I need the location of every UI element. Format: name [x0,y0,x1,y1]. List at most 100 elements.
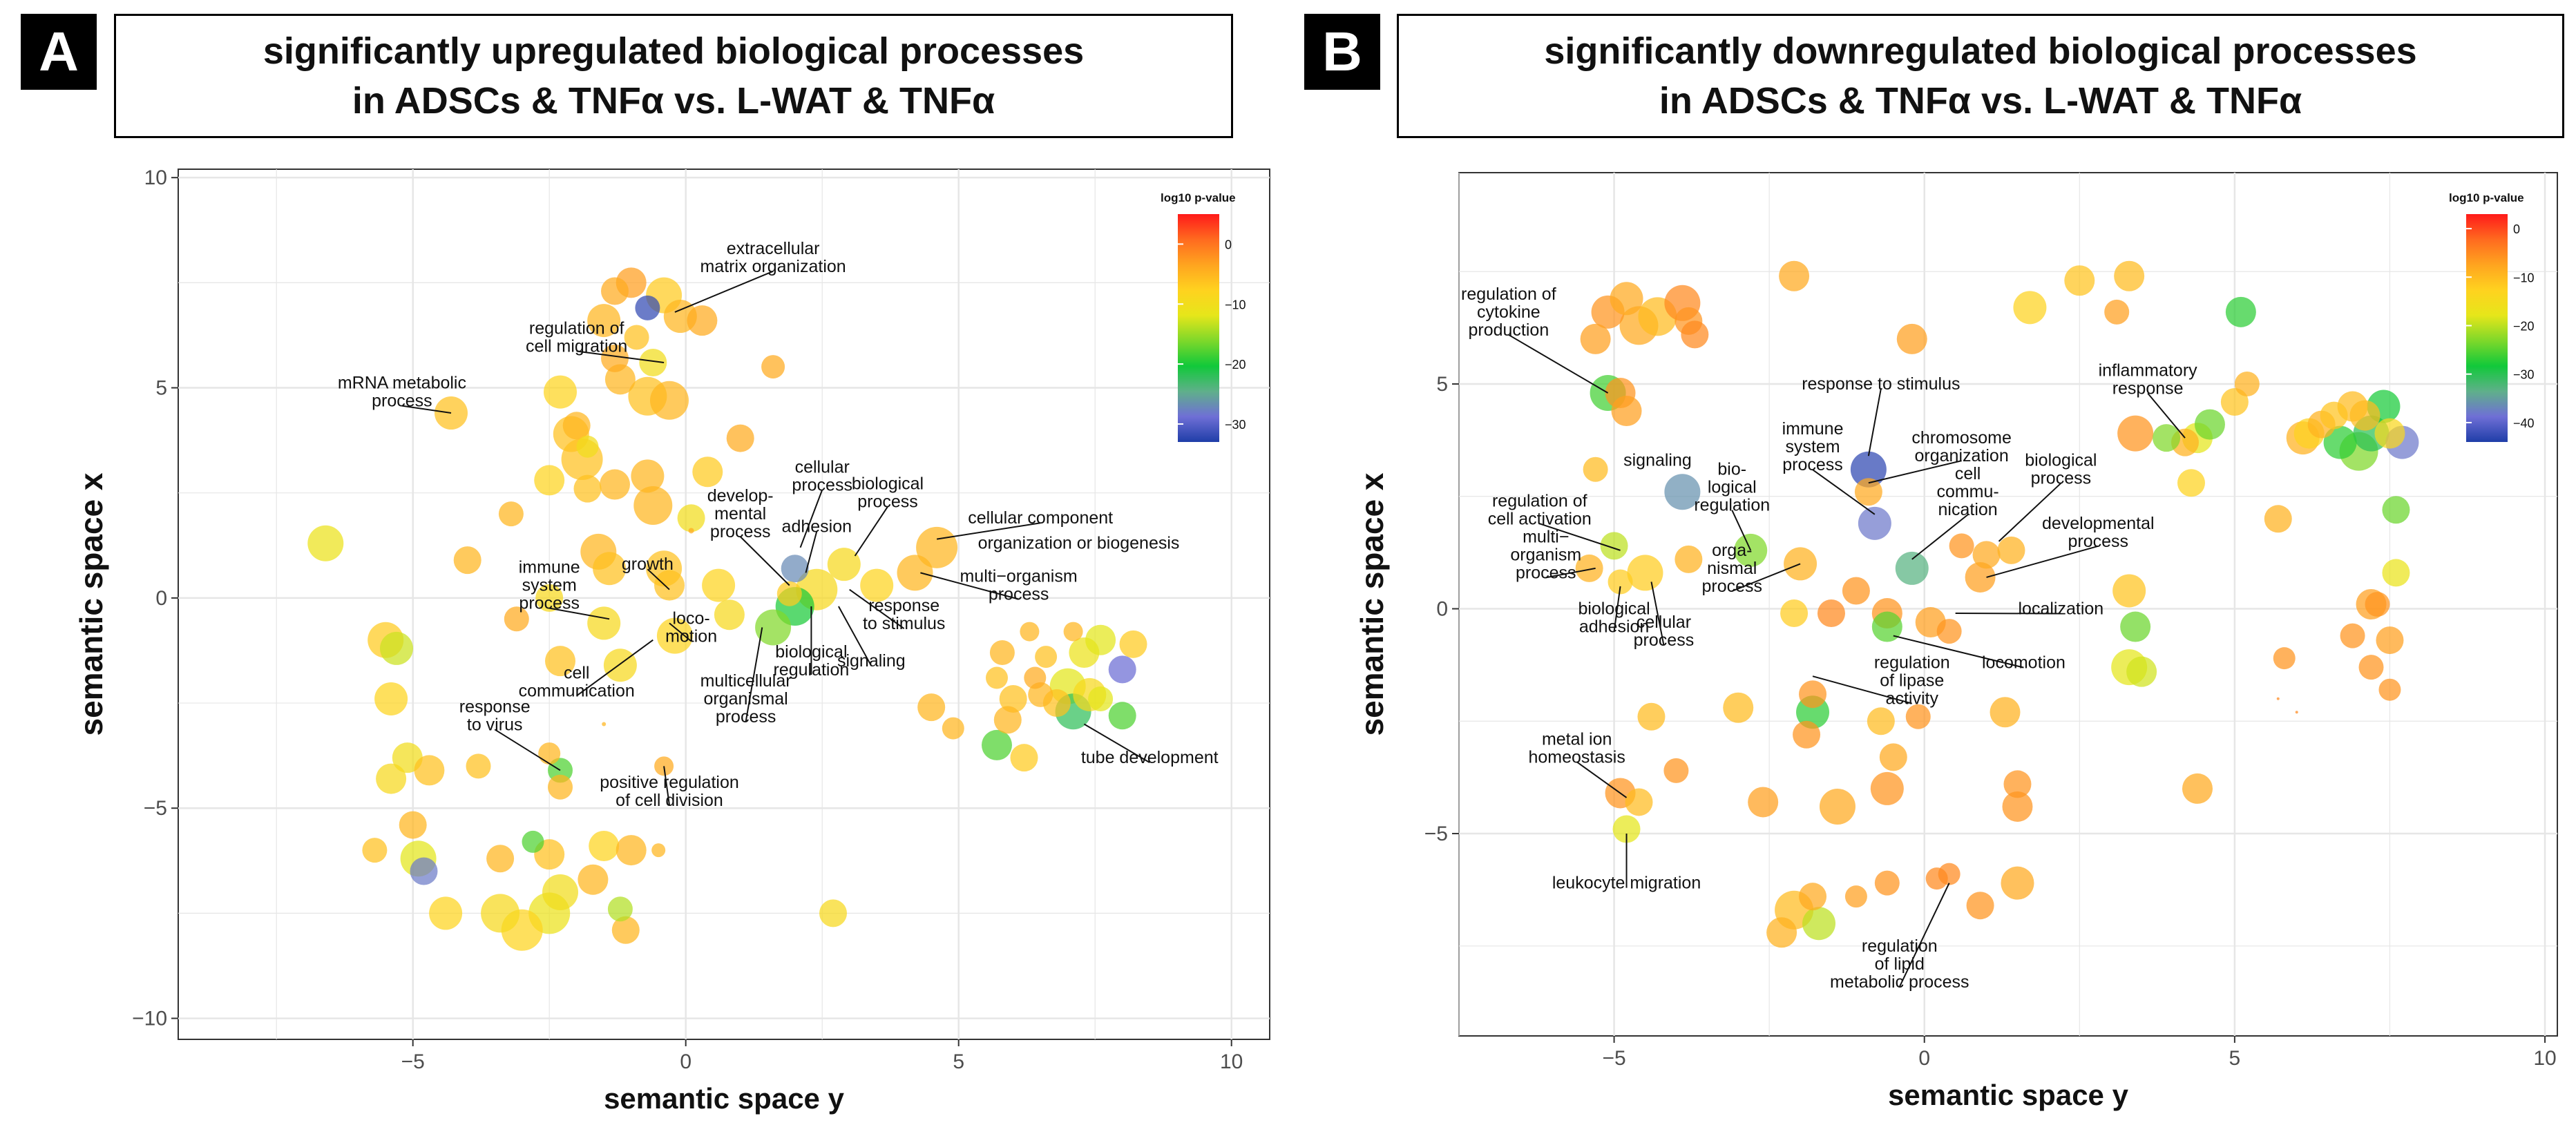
scatter-point [1802,907,1836,941]
scatter-point [1799,883,1827,911]
scatter-point [2013,291,2047,325]
point-label: cell communication [519,664,635,701]
scatter-point [651,843,666,858]
label-leader-line [1893,635,2024,669]
scatter-point [486,845,515,873]
y-tick-label: −5 [1424,823,1448,845]
scatter-point [761,355,785,379]
scatter-point [2126,656,2157,687]
scatter-point [1879,743,1907,771]
scatter-point [755,609,792,646]
label-leader-line [849,588,905,630]
scatter-point [1793,720,1821,749]
y-axis-title: semantic space x [1354,472,1390,735]
scatter-point [1108,702,1136,730]
scatter-point [2376,626,2404,655]
scatter-point [602,722,607,727]
label-leader-line [1613,586,1621,632]
scatter-point [1844,885,1867,908]
scatter-point [631,459,665,493]
point-label: immune system process [1782,419,1844,474]
scatter-point [639,349,667,376]
scatter-point [989,640,1015,665]
y-tick-label: 5 [155,377,167,400]
scatter-point [616,835,647,866]
label-leader-line [1083,723,1150,764]
scatter-point [2264,505,2292,533]
point-label: cellular process [1634,613,1695,650]
scatter-point [399,811,427,839]
scatter-point [1663,758,1689,783]
scatter-point [2120,611,2151,642]
scatter-point [410,857,438,885]
x-tick-label: 5 [953,1050,964,1073]
scatter-point [2320,401,2348,430]
scatter-point [2340,623,2365,648]
legend-tick-label: −30 [2513,368,2535,382]
scatter-point [1905,704,1931,729]
y-tick-label: −5 [144,797,167,820]
label-leader-line [669,622,692,642]
scatter-point [603,648,637,682]
scatter-point [2276,697,2280,700]
scatter-point [993,706,1022,734]
label-leader-line [549,607,610,620]
scatter-point [1895,551,1929,585]
label-leader-line [854,506,888,557]
point-label: signaling [837,651,906,671]
label-leader-line [799,489,823,548]
label-leader-line [1812,675,1913,704]
panel-a-letter: A [21,14,97,90]
x-tick-label: −5 [401,1050,425,1073]
scatter-point [376,763,407,794]
scatter-point [1949,533,1974,559]
point-label: localization [2019,599,2104,619]
label-leader-line [647,568,670,590]
point-label: response to stimulus [1802,374,1960,394]
panel-a-title-line1: significantly upregulated biological pro… [263,30,1085,72]
label-leader-line [1868,460,1962,484]
x-tick-label: 10 [1220,1050,1243,1073]
scatter-point [504,606,529,632]
x-axis-title: semantic space y [1888,1079,2129,1111]
scatter-point [2295,711,2298,714]
scatter-point [2382,559,2410,587]
scatter-point [578,864,609,895]
scatter-point [542,874,578,910]
color-legend: log10 p-value 0 −10 −20 −30 −40 [2449,191,2535,442]
scatter-point [2374,418,2405,449]
label-leader-line [1539,523,1621,551]
scatter-point [2153,424,2181,452]
y-tick-label: 0 [1436,598,1448,621]
y-tick-label: −10 [132,1008,167,1030]
legend-tick-label: 0 [1225,238,1232,251]
scatter-point [1035,646,1058,669]
point-label: biological process [852,474,924,512]
label-leader-line [401,405,452,414]
scatter-point [573,474,602,503]
panel-b-title-line1: significantly downregulated biological p… [1544,30,2417,72]
label-leader-line [1986,545,2099,578]
scatter-point [688,528,694,534]
point-label: adhesion [782,517,852,536]
scatter-point [2382,496,2410,524]
scatter-point [601,344,629,372]
scatter-point [1936,619,1962,644]
scatter-point [1997,536,2025,564]
label-leader-line [1812,469,1876,515]
scatter-point [986,666,1008,689]
scatter-point [2064,265,2095,296]
scatter-point [2378,678,2401,701]
scatter-point [1020,622,1040,642]
point-label: response to stimulus [863,596,945,633]
scatter-point [1612,815,1641,843]
label-leader-line [1867,388,1882,456]
scatter-point [702,568,736,602]
x-tick-label: 0 [1918,1047,1930,1070]
scatter-point [589,831,620,861]
label-leader-line [494,729,561,771]
scatter-point [2002,791,2033,822]
label-leader-line [663,766,670,806]
scatter-point [587,304,621,338]
